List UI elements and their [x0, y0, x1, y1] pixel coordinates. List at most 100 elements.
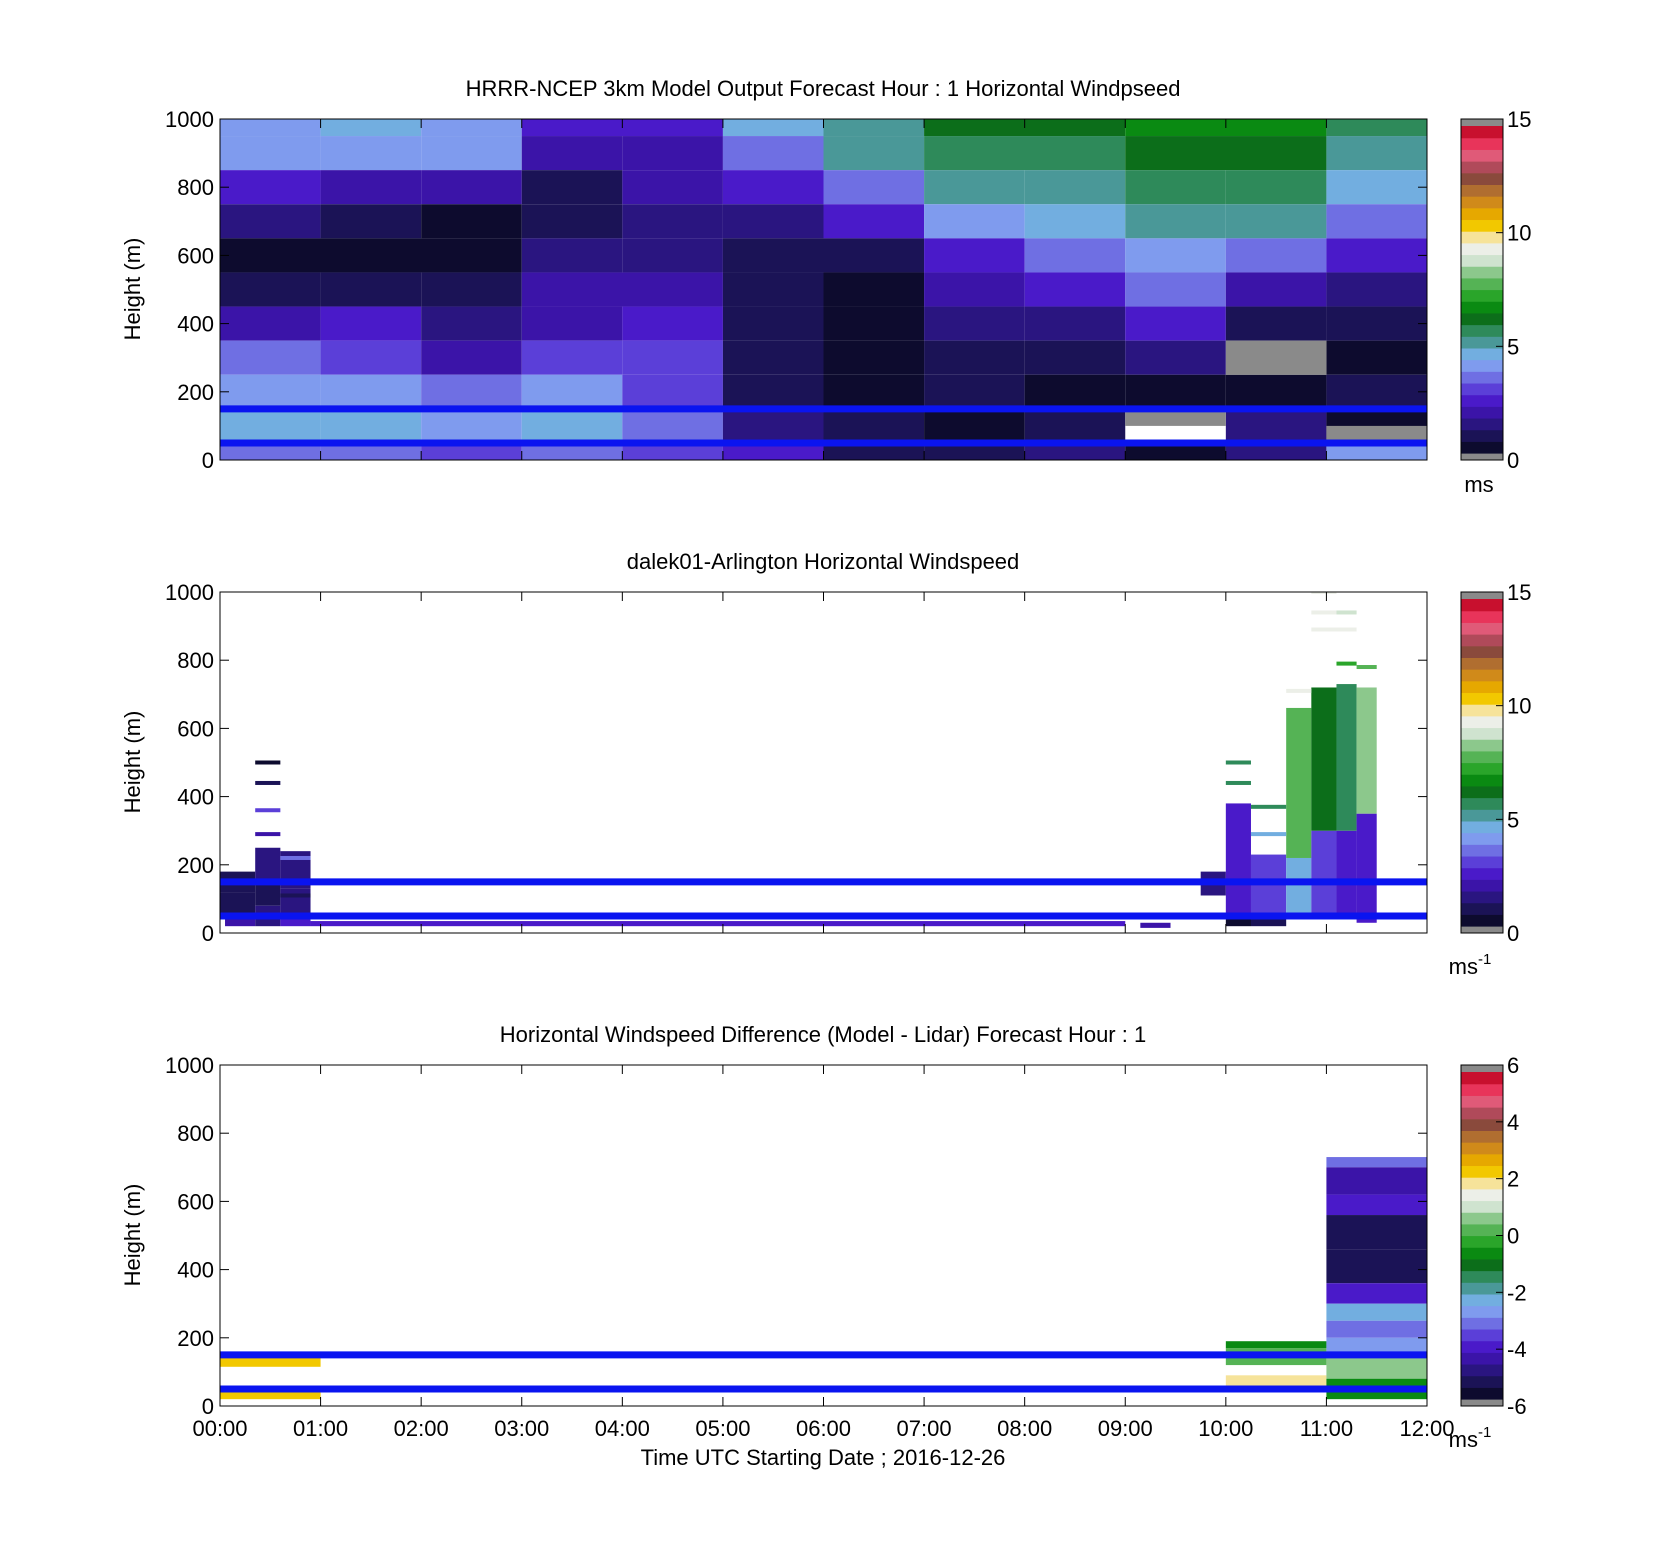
heatmap-cell	[280, 888, 311, 913]
colorbar-segment	[1461, 1258, 1503, 1272]
heatmap-cell	[1024, 408, 1126, 443]
y-axis-ticks: 0 200 400 600 800 1000	[165, 580, 1427, 946]
colorbar-segment	[1461, 599, 1503, 612]
sparse-line	[1311, 610, 1337, 615]
heatmap-cell	[320, 119, 422, 137]
colorbar-segment	[1461, 750, 1503, 764]
colorbar-under	[1461, 453, 1503, 460]
heatmap-cell	[521, 340, 623, 375]
heatmap-cell	[722, 374, 824, 409]
colorbar-unit: ms-1	[1449, 1424, 1492, 1452]
colorbar-segment	[1461, 809, 1503, 822]
sparse-line	[1336, 610, 1357, 615]
colorbar-segment	[1461, 739, 1503, 752]
heatmap-cell	[1326, 204, 1427, 239]
heatmap-cell	[924, 136, 1126, 171]
colorbar-segment	[1461, 645, 1503, 658]
colorbar-segment	[1461, 669, 1503, 682]
heatmap-cell	[1326, 1320, 1427, 1338]
y-tick-label: 0	[202, 921, 214, 946]
y-axis-label: Height (m)	[120, 711, 145, 814]
heatmap-cell	[421, 442, 522, 460]
heatmap-cell	[1125, 306, 1226, 341]
heatmap-cell	[1326, 1215, 1427, 1250]
y-tick-label: 200	[177, 853, 214, 878]
heatmap-cell	[421, 374, 522, 409]
heatmap-cell	[622, 238, 723, 273]
heatmap-cell	[622, 408, 723, 443]
heatmap-cell	[220, 119, 321, 137]
heatmap-cell	[521, 170, 623, 205]
heatmap-cell	[255, 847, 281, 882]
y-tick-label: 400	[177, 312, 214, 337]
colorbar-segment	[1461, 126, 1503, 139]
heatmap-cell	[521, 238, 623, 273]
colorbar-segment	[1461, 1095, 1503, 1108]
y-tick-label: 200	[177, 1326, 214, 1351]
heatmap-cell	[220, 306, 321, 341]
colorbar-segment	[1461, 207, 1503, 221]
sparse-line	[280, 855, 311, 860]
colorbar-tick-label: -2	[1507, 1280, 1527, 1305]
heatmap-cell	[320, 408, 422, 443]
sparse-line	[255, 832, 281, 837]
heatmap-cell	[220, 892, 256, 913]
heatmap-cell	[1225, 1341, 1327, 1349]
heatmap-cell	[320, 136, 422, 171]
colorbar-segment	[1461, 727, 1503, 740]
heatmap-cell	[1326, 1337, 1427, 1355]
heatmap-cell	[722, 408, 824, 443]
sparse-line	[1225, 760, 1251, 765]
heatmap-cell	[1024, 306, 1126, 341]
colorbar-segment	[1461, 312, 1503, 326]
colorbar-segment	[1461, 394, 1503, 407]
colorbar-tick-label: 4	[1507, 1110, 1519, 1135]
y-tick-label: 200	[177, 380, 214, 405]
sparse-line	[1250, 804, 1287, 809]
sparse-line	[1336, 661, 1357, 666]
heatmap-cell	[1286, 707, 1312, 858]
heatmap-cell	[823, 136, 925, 171]
heatmap-cell	[1225, 306, 1327, 341]
colorbar-over	[1461, 119, 1503, 126]
heatmap-cell	[521, 408, 623, 443]
y-tick-label: 1000	[165, 107, 214, 132]
colorbar-unit: ms	[1464, 472, 1493, 497]
heatmap-cell	[1311, 830, 1337, 913]
colorbar-segment	[1461, 359, 1503, 372]
heatmap-cell	[622, 306, 723, 341]
y-tick-label: 800	[177, 175, 214, 200]
y-tick-label: 800	[177, 648, 214, 673]
colorbar-segment	[1461, 184, 1503, 197]
x-tick-label: 06:00	[796, 1416, 851, 1441]
heatmap-cell	[220, 442, 321, 460]
heatmap-cell	[521, 442, 623, 460]
colorbar-unit: ms-1	[1449, 951, 1492, 979]
colorbar-segment	[1461, 1375, 1503, 1388]
colorbar-segment	[1461, 149, 1503, 162]
heatmap-cell	[220, 1390, 321, 1400]
colorbar-tick-label: 0	[1507, 1224, 1519, 1249]
heatmap-cell	[320, 170, 422, 205]
panel-title: HRRR-NCEP 3km Model Output Forecast Hour…	[466, 76, 1181, 101]
colorbar-segment	[1461, 704, 1503, 717]
colorbar-segment	[1461, 622, 1503, 635]
colorbar-segment	[1461, 429, 1503, 442]
heatmap-cell	[220, 170, 321, 205]
heatmap-cell	[722, 119, 824, 137]
heatmap-cell	[823, 119, 925, 137]
colorbar-segment	[1461, 277, 1503, 291]
colorbar-segment	[1461, 371, 1503, 384]
colorbar-segment	[1461, 406, 1503, 419]
x-tick-label: 11:00	[1300, 1416, 1353, 1441]
heatmap-cell	[622, 136, 723, 171]
heatmap-cell	[1326, 340, 1427, 375]
x-tick-label: 08:00	[997, 1416, 1052, 1441]
colorbar-segment	[1461, 715, 1503, 729]
sparse-line	[1336, 627, 1357, 632]
colorbar-segment	[1461, 1083, 1503, 1096]
colorbar-segment	[1461, 610, 1503, 623]
heatmap-cell	[924, 408, 1025, 443]
missing-cell	[1225, 340, 1327, 375]
heatmap-cell	[1326, 1303, 1427, 1321]
